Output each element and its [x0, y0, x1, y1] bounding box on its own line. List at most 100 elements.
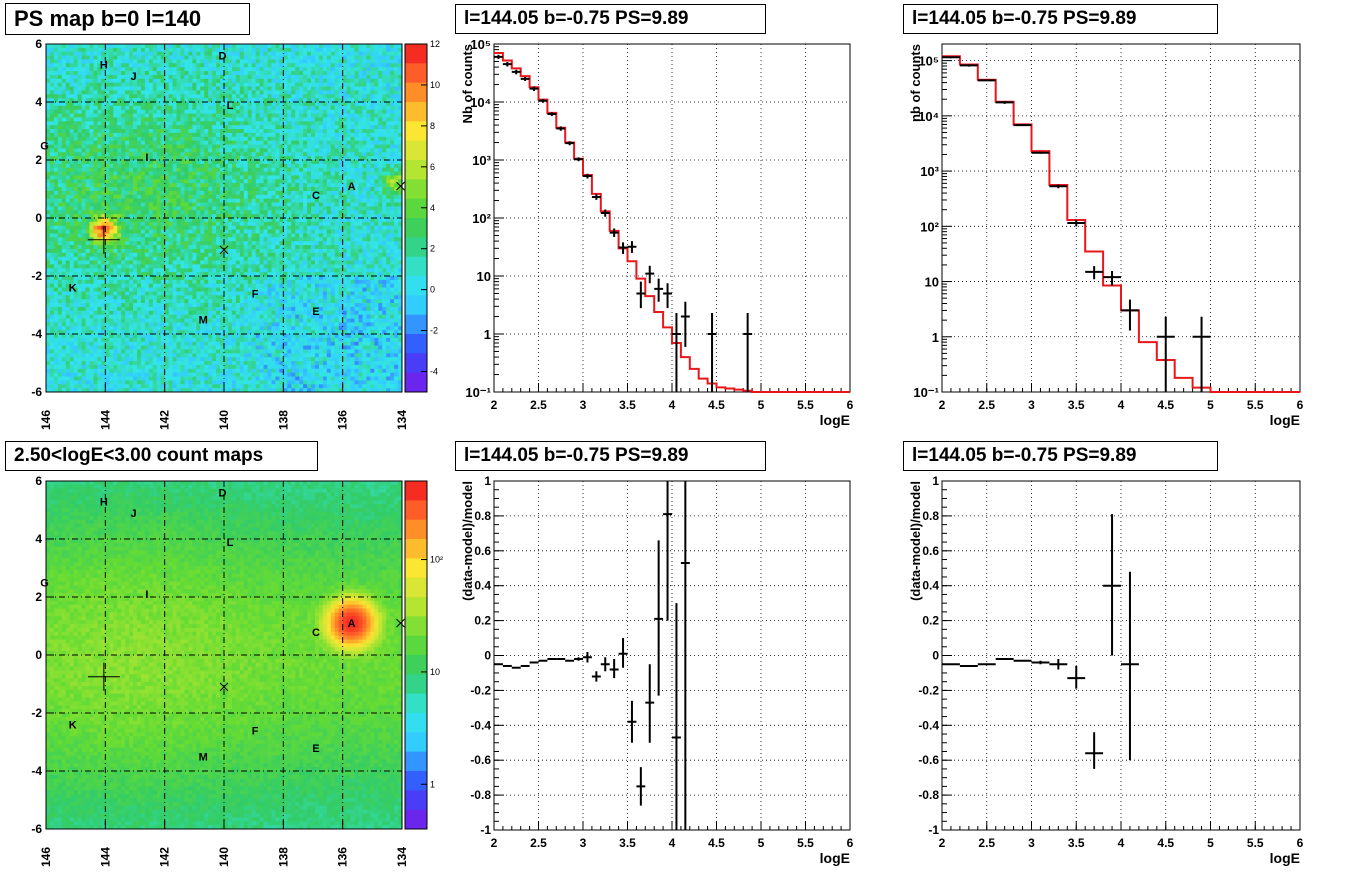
- tick-label-x: 5.5: [1247, 836, 1264, 850]
- data-point: [556, 126, 566, 131]
- colorbar-swatch: [405, 674, 427, 695]
- axis-label-x: logE: [1270, 412, 1300, 428]
- colorbar-swatch: [405, 102, 427, 122]
- source-label-D: D: [219, 488, 227, 500]
- colorbar-swatch: [405, 790, 427, 811]
- data-point: [1103, 271, 1121, 286]
- tick-label-y: -0.2: [918, 683, 939, 697]
- tick-label-x: 3.5: [619, 398, 636, 412]
- tick-label-y: 0.8: [922, 509, 939, 523]
- tick-label-y: -0.8: [470, 788, 491, 802]
- tick-label-x: 138: [276, 410, 290, 430]
- tick-label-x: 4.5: [1157, 398, 1174, 412]
- data-point: [1085, 732, 1104, 769]
- tick-label-y: -4: [31, 764, 42, 778]
- tick-label-y: -0.2: [470, 683, 491, 697]
- tick-label-x: 3: [1028, 398, 1035, 412]
- source-label-L: L: [227, 537, 234, 549]
- data-point: [502, 61, 512, 67]
- tick-label-x: 3.5: [1068, 398, 1085, 412]
- colorbar-swatch: [405, 481, 427, 501]
- data-point: [565, 141, 575, 146]
- data-point: [743, 313, 753, 392]
- colorbar-tick-label: 0: [430, 285, 435, 295]
- tick-label-x: 144: [98, 410, 112, 430]
- tick-label-y: 0: [35, 211, 42, 225]
- tick-label-y: 10²: [472, 211, 491, 226]
- source-label-D: D: [219, 51, 227, 63]
- colorbar-tick-label: 10: [430, 667, 440, 677]
- model-histogram: [942, 55, 1300, 393]
- data-point: [942, 56, 960, 59]
- tick-label-x: 2: [939, 398, 946, 412]
- colorbar-swatch: [405, 256, 427, 277]
- data-point: [654, 540, 664, 696]
- data-point: [1031, 151, 1050, 154]
- source-label-F: F: [252, 725, 259, 737]
- marker-x: [219, 682, 229, 692]
- colorbar-frame: [404, 480, 428, 830]
- data-point: [645, 664, 655, 743]
- tick-label-y: 0.4: [922, 579, 939, 593]
- source-label-E: E: [312, 743, 319, 755]
- data-point: [1192, 316, 1211, 392]
- tick-label-y: 10: [925, 275, 939, 290]
- tick-label-x: 138: [276, 847, 290, 867]
- colorbar-swatch: [405, 693, 427, 714]
- plot-frame: [941, 43, 1301, 393]
- colorbar-swatch: [405, 635, 427, 656]
- tick-label-y: 10⁻¹: [465, 385, 491, 400]
- data-point: [591, 194, 601, 200]
- data-point: [547, 112, 557, 117]
- tick-label-y: 4: [35, 95, 42, 109]
- tick-label-x: 140: [217, 410, 231, 430]
- data-point: [663, 283, 672, 309]
- title-spec-a: l=144.05 b=-0.75 PS=9.89: [455, 4, 766, 34]
- data-point: [680, 301, 690, 347]
- data-point: [672, 313, 681, 392]
- colorbar-tick-label: -4: [430, 367, 438, 377]
- data-point: [645, 265, 655, 284]
- axis-label-x: logE: [820, 850, 850, 866]
- tick-label-y: 10⁵: [470, 37, 491, 52]
- source-label-G: G: [40, 578, 49, 590]
- tick-label-y: 1: [932, 474, 939, 488]
- source-label-E: E: [312, 306, 319, 318]
- colorbar-swatch: [405, 577, 427, 598]
- colorbar-tick-label: 1: [430, 779, 435, 789]
- tick-label-x: 3: [580, 836, 587, 850]
- tick-label-x: 6: [1297, 836, 1304, 850]
- tick-label-x: 134: [395, 847, 409, 867]
- colorbar-swatch: [405, 314, 427, 335]
- tick-label-y: -0.4: [470, 718, 491, 732]
- source-label-F: F: [252, 288, 259, 300]
- tick-label-y: 4: [35, 532, 42, 546]
- data-point: [600, 657, 610, 672]
- axis-label-y: (data-model)/model: [460, 481, 475, 601]
- colorbar-tick-label: 8: [430, 121, 435, 131]
- data-point: [636, 767, 646, 806]
- data-point: [618, 242, 628, 254]
- tick-label-x: 5: [758, 398, 765, 412]
- data-point: [977, 79, 996, 82]
- colorbar-swatch: [405, 771, 427, 791]
- colorbar-swatch: [405, 751, 427, 772]
- data-point: [627, 241, 637, 253]
- data-point: [1067, 220, 1086, 227]
- tick-label-y: 10⁴: [918, 109, 939, 124]
- axis-label-x: logE: [820, 412, 850, 428]
- colorbar-swatch: [405, 295, 427, 316]
- panel-spec_a: 2 2.5 3 3.5 4 4.5 5 5.5 6 10⁻¹ 1 10 10² 10³ 10⁴ 10⁵ logE…: [460, 37, 854, 428]
- data-point: [1121, 571, 1139, 761]
- tick-label-y: 0: [35, 648, 42, 662]
- data-point: [574, 657, 583, 661]
- data-point: [1121, 299, 1139, 331]
- tick-label-y: 10⁻¹: [913, 385, 939, 400]
- tick-label-x: 142: [158, 847, 172, 867]
- data-point: [494, 54, 503, 60]
- tick-label-x: 146: [39, 847, 53, 867]
- tick-label-y: 10: [477, 269, 491, 284]
- source-label-A: A: [348, 181, 356, 193]
- colorbar-swatch: [405, 809, 427, 830]
